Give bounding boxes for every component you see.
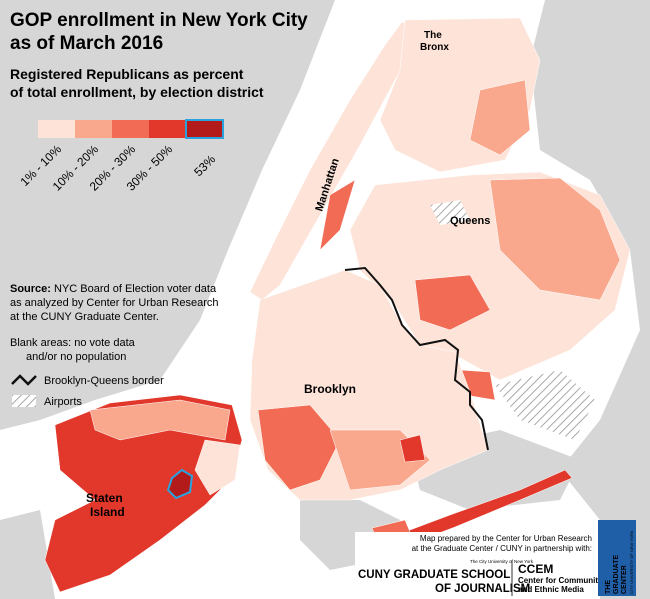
logo-cuny: CUNY GRADUATE SCHOOL: [358, 569, 510, 581]
title: GOP enrollment in New York City: [10, 10, 308, 31]
logo-small: The City University of New York: [470, 559, 534, 564]
logo-gc: CITY UNIVERSITY OF NEW YORK: [629, 530, 634, 594]
manhattan-east: [319, 179, 356, 251]
place-label: Island: [90, 505, 125, 519]
legend-swatch: [75, 120, 112, 138]
note: Blank areas: no vote data: [10, 337, 136, 349]
new-jersey: [0, 0, 335, 430]
logo-ccem: and Ethnic Media: [518, 585, 584, 594]
legend-swatch: [149, 120, 186, 138]
airport: [495, 370, 595, 440]
credit-box: [355, 532, 595, 599]
logo-ccem: CCEM: [518, 562, 553, 576]
legend-swatch: [185, 119, 224, 139]
brooklyn-southwest: [257, 404, 341, 491]
logo-gc: THE: [605, 580, 612, 594]
airport-key-label: Airports: [44, 396, 82, 408]
staten-island-north: [89, 399, 231, 441]
source-text: as analyzed by Center for Urban Research: [10, 297, 219, 309]
logo-gc: GRADUATE: [613, 555, 620, 594]
source-label: Source:: [10, 283, 51, 295]
note: and/or no population: [26, 351, 126, 363]
credit: Map prepared by the Center for Urban Res…: [420, 534, 592, 543]
legend-swatch: [38, 120, 75, 138]
brooklyn-east: [399, 434, 426, 463]
title: as of March 2016: [10, 33, 163, 54]
credit: at the Graduate Center / CUNY in partner…: [412, 544, 592, 553]
logo-gc: CENTER: [621, 565, 628, 594]
staten-island: [44, 394, 243, 593]
logo-gc: [598, 520, 636, 596]
new-jersey-south: [0, 510, 55, 599]
logo-cuny: OF JOURNALISM: [435, 583, 530, 595]
source-text: NYC Board of Election voter data: [54, 283, 217, 295]
highlight-district: [166, 468, 194, 500]
airport: [430, 200, 470, 225]
brooklyn-queens-border: [344, 266, 489, 451]
border-key: [11, 374, 37, 386]
source: Source: NYC Board of Election voter data: [10, 283, 217, 295]
queens-east: [489, 177, 621, 301]
legend-swatch: [112, 120, 149, 138]
border-key-label: Brooklyn-Queens border: [44, 375, 164, 387]
staten-island-east: [194, 439, 241, 496]
long-island: [530, 0, 650, 599]
place-label: Brooklyn: [304, 382, 356, 396]
place-label: Queens: [450, 215, 490, 227]
queens-mid: [414, 274, 491, 331]
bronx-east: [469, 79, 531, 156]
airport-key: [12, 395, 36, 407]
logo-ccem: Center for Community: [518, 576, 603, 585]
place-label: Bronx: [420, 42, 449, 53]
subtitle: of total enrollment, by election distric…: [10, 84, 264, 100]
subtitle: Registered Republicans as percent: [10, 66, 244, 82]
source-text: at the CUNY Graduate Center.: [10, 311, 159, 323]
place-label: The: [424, 30, 442, 41]
place-label: Staten: [86, 491, 123, 505]
